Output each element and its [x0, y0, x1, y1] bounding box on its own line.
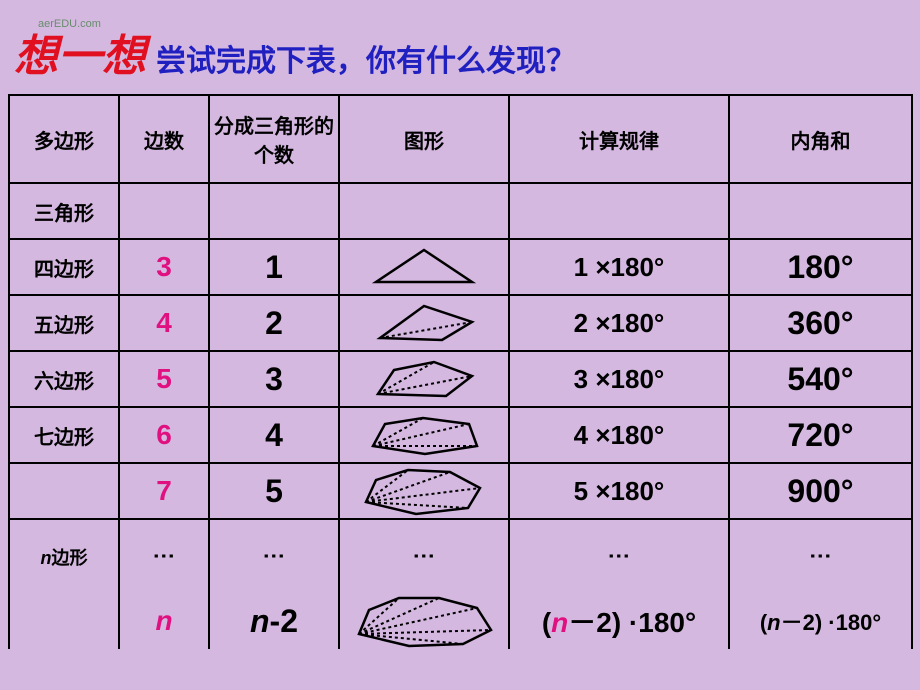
header-shape: 图形: [339, 95, 509, 183]
sides-extra: 7: [119, 463, 209, 519]
sides-penta: 4: [119, 295, 209, 351]
name-triangle: 三角形: [9, 183, 119, 239]
shape-hepta: [339, 407, 509, 463]
sides-triangle: [119, 183, 209, 239]
sum-hexa: 540°: [729, 351, 912, 407]
dots-sides: ⋮: [151, 545, 177, 563]
sides-hepta: 6: [119, 407, 209, 463]
calc-hexa: 3 ×180°: [509, 351, 729, 407]
shape-quad: [339, 239, 509, 295]
calc-quad: 1 ×180°: [509, 239, 729, 295]
shape-extra: [339, 463, 509, 519]
shape-triangle: [339, 183, 509, 239]
dots-shape: ⋮: [411, 545, 437, 563]
watermark: aerEDU.com: [38, 18, 101, 30]
title-sub: 尝试完成下表，你有什么发现？: [156, 36, 576, 80]
ngon-icon: [349, 594, 499, 648]
sum-triangle: [729, 183, 912, 239]
dots-tri: ⋮: [261, 545, 287, 563]
tri-extra: 5: [209, 463, 339, 519]
row-dots: n边形 ⋮ ⋮ ⋮ ⋮ ⋮: [9, 519, 912, 593]
header-sides: 边数: [119, 95, 209, 183]
row-penta: 五边形 4 2 2 ×180° 360°: [9, 295, 912, 351]
name-hepta: 七边形: [9, 407, 119, 463]
sides-quad: 3: [119, 239, 209, 295]
sides-hexa: 5: [119, 351, 209, 407]
row-quad: 四边形 3 1 1 ×180° 180°: [9, 239, 912, 295]
sum-extra: 900°: [729, 463, 912, 519]
pentagon-icon: [364, 356, 484, 402]
row-n: n n-2 (n－2) ·180° (n－2) ·180°: [9, 593, 912, 649]
shape-hexa: [339, 351, 509, 407]
shape-n: [339, 593, 509, 649]
name-ngon: n边形: [41, 548, 88, 568]
tri-quad: 1: [209, 239, 339, 295]
shape-penta: [339, 295, 509, 351]
header-calc: 计算规律: [509, 95, 729, 183]
calc-n: (n－2) ·180°: [509, 593, 729, 649]
tri-hepta: 4: [209, 407, 339, 463]
dots-sum: ⋮: [808, 545, 834, 563]
name-n: [9, 593, 119, 649]
sum-hepta: 720°: [729, 407, 912, 463]
sum-n: (n－2) ·180°: [729, 593, 912, 649]
row-extra: 7 5 5 ×180° 900°: [9, 463, 912, 519]
polygon-table: 多边形 边数 分成三角形的个数 图形 计算规律 内角和 三角形 四边形 3 1 …: [8, 94, 913, 649]
calc-penta: 2 ×180°: [509, 295, 729, 351]
tri-n: n-2: [209, 593, 339, 649]
calc-hepta: 4 ×180°: [509, 407, 729, 463]
sum-quad: 180°: [729, 239, 912, 295]
dots-calc: ⋮: [606, 545, 632, 563]
tri-penta: 2: [209, 295, 339, 351]
tri-triangle: [209, 183, 339, 239]
row-triangle: 三角形: [9, 183, 912, 239]
sum-penta: 360°: [729, 295, 912, 351]
name-penta: 五边形: [9, 295, 119, 351]
sides-n: n: [119, 593, 209, 649]
calc-triangle: [509, 183, 729, 239]
name-extra: [9, 463, 119, 519]
quad-icon: [364, 300, 484, 346]
triangle-icon: [364, 244, 484, 290]
hexagon-icon: [359, 412, 489, 458]
header-polygon: 多边形: [9, 95, 119, 183]
row-hexa: 六边形 5 3 3 ×180° 540°: [9, 351, 912, 407]
header-triangles: 分成三角形的个数: [209, 95, 339, 183]
title-row: 想一想 尝试完成下表，你有什么发现？: [0, 0, 920, 94]
name-hexa: 六边形: [9, 351, 119, 407]
row-hepta: 七边形 6 4 4 ×180° 720°: [9, 407, 912, 463]
header-sum: 内角和: [729, 95, 912, 183]
name-quad: 四边形: [9, 239, 119, 295]
tri-hexa: 3: [209, 351, 339, 407]
heptagon-icon: [354, 466, 494, 516]
header-row: 多边形 边数 分成三角形的个数 图形 计算规律 内角和: [9, 95, 912, 183]
calc-extra: 5 ×180°: [509, 463, 729, 519]
